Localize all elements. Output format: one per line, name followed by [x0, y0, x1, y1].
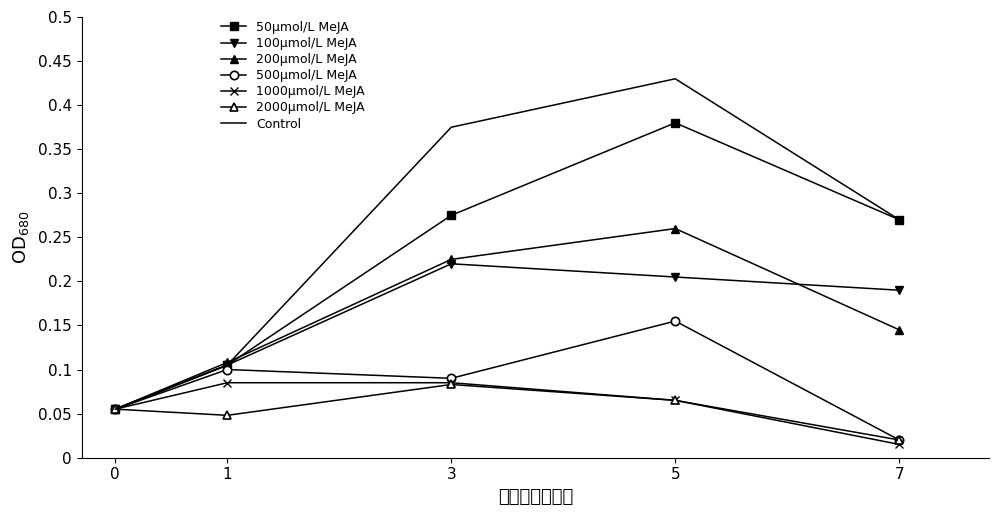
500μmol/L MeJA [669, 318, 681, 324]
500μmol/L MeJA [109, 406, 121, 412]
50μmol/L MeJA [221, 362, 233, 368]
200μmol/L MeJA [893, 327, 905, 333]
1000μmol/L MeJA [445, 379, 457, 386]
2000μmol/L MeJA [221, 412, 233, 418]
Line: 100μmol/L MeJA: 100μmol/L MeJA [111, 260, 903, 413]
200μmol/L MeJA [221, 359, 233, 366]
100μmol/L MeJA [221, 362, 233, 368]
50μmol/L MeJA [109, 406, 121, 412]
1000μmol/L MeJA [109, 406, 121, 412]
100μmol/L MeJA [109, 406, 121, 412]
Y-axis label: $\mathrm{OD}_{680}$: $\mathrm{OD}_{680}$ [11, 210, 31, 264]
Control [109, 406, 121, 412]
100μmol/L MeJA [893, 287, 905, 293]
Line: 2000μmol/L MeJA: 2000μmol/L MeJA [111, 381, 903, 444]
100μmol/L MeJA [445, 261, 457, 267]
Control [669, 75, 681, 82]
1000μmol/L MeJA [893, 442, 905, 448]
2000μmol/L MeJA [109, 406, 121, 412]
Control [893, 217, 905, 223]
500μmol/L MeJA [221, 367, 233, 373]
1000μmol/L MeJA [669, 397, 681, 403]
Control [445, 124, 457, 130]
Line: Control: Control [115, 79, 899, 409]
100μmol/L MeJA [669, 274, 681, 280]
2000μmol/L MeJA [669, 397, 681, 403]
Legend: 50μmol/L MeJA, 100μmol/L MeJA, 200μmol/L MeJA, 500μmol/L MeJA, 1000μmol/L MeJA, : 50μmol/L MeJA, 100μmol/L MeJA, 200μmol/L… [218, 17, 369, 134]
500μmol/L MeJA [445, 375, 457, 382]
Line: 200μmol/L MeJA: 200μmol/L MeJA [111, 224, 903, 413]
50μmol/L MeJA [893, 217, 905, 223]
50μmol/L MeJA [669, 120, 681, 126]
500μmol/L MeJA [893, 437, 905, 443]
Line: 1000μmol/L MeJA: 1000μmol/L MeJA [111, 378, 903, 449]
2000μmol/L MeJA [893, 437, 905, 443]
200μmol/L MeJA [669, 225, 681, 232]
X-axis label: 处理时间（天）: 处理时间（天） [498, 488, 573, 506]
Control [221, 362, 233, 368]
Line: 500μmol/L MeJA: 500μmol/L MeJA [111, 317, 903, 444]
1000μmol/L MeJA [221, 379, 233, 386]
50μmol/L MeJA [445, 212, 457, 219]
200μmol/L MeJA [445, 256, 457, 263]
200μmol/L MeJA [109, 406, 121, 412]
2000μmol/L MeJA [445, 382, 457, 388]
Line: 50μmol/L MeJA: 50μmol/L MeJA [111, 119, 903, 413]
